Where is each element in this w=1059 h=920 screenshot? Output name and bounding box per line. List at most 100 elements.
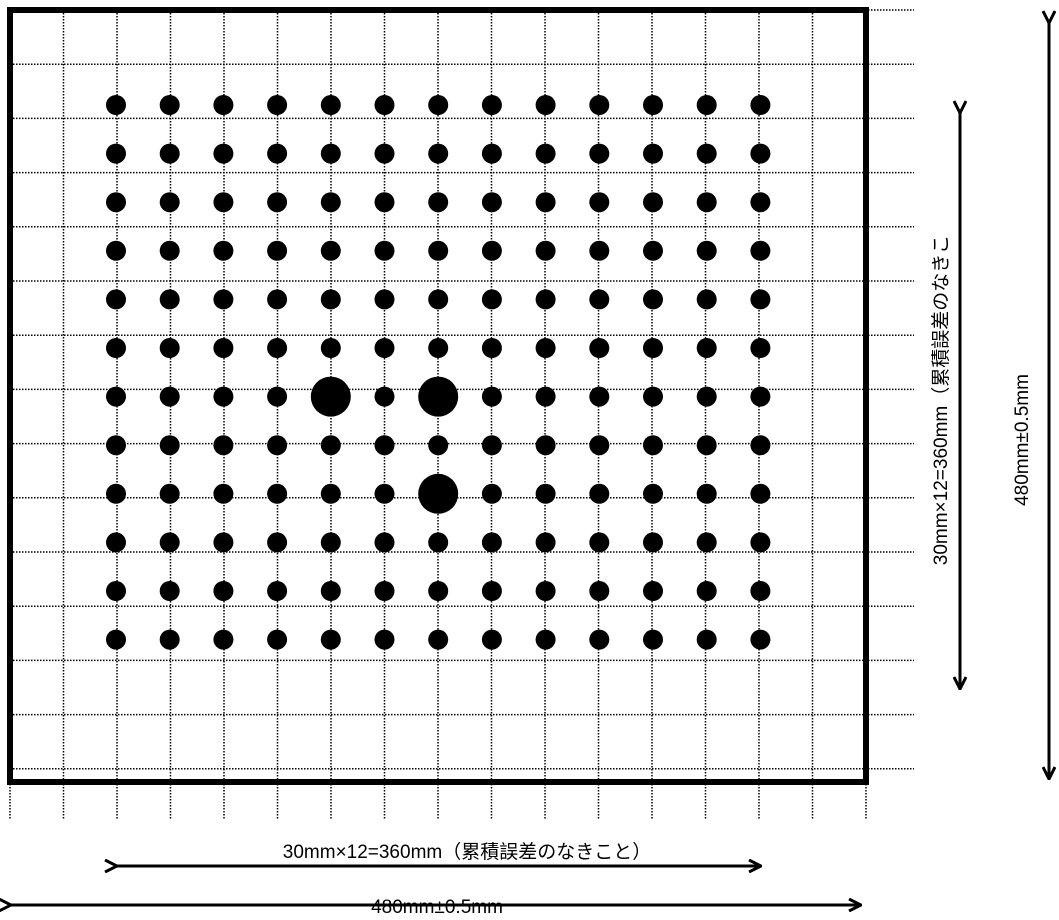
grid-dot: [750, 289, 771, 310]
grid-dot: [643, 95, 663, 115]
grid-dot: [481, 483, 502, 504]
grid-dot: [428, 143, 449, 164]
grid-dot: [159, 581, 180, 601]
grid-dot: [320, 192, 341, 213]
grid-dot: [106, 289, 126, 310]
grid-dot: [643, 240, 663, 261]
grid-dot: [481, 532, 502, 553]
grid-dot: [374, 435, 395, 456]
grid-dot: [374, 532, 395, 553]
grid-dot: [159, 289, 180, 310]
grid-dot: [159, 240, 180, 261]
large-reference-dot: [418, 473, 459, 514]
grid-dot: [106, 143, 126, 164]
grid-dot: [213, 240, 234, 261]
grid-dot: [696, 95, 717, 115]
grid-dot: [750, 532, 771, 553]
grid-dot: [535, 338, 556, 358]
grid-dot: [535, 581, 556, 601]
grid-dot: [589, 143, 610, 164]
grid-dot: [428, 581, 449, 601]
grid-dot: [481, 95, 502, 115]
grid-dot: [481, 435, 502, 456]
grid-dot: [213, 386, 234, 407]
grid-dot: [535, 386, 556, 407]
grid-dot: [159, 386, 180, 407]
grid-dot: [106, 435, 126, 456]
grid-dot: [267, 289, 288, 310]
grid-dot: [320, 435, 341, 456]
grid-dot: [106, 386, 126, 407]
grid-dot: [589, 386, 610, 407]
grid-dot: [643, 143, 663, 164]
grid-dot: [535, 435, 556, 456]
grid-dot: [643, 435, 663, 456]
grid-dot: [159, 192, 180, 213]
grid-dot: [159, 435, 180, 456]
grid-dot: [106, 192, 126, 213]
grid-dot: [643, 532, 663, 553]
grid-dot: [213, 143, 234, 164]
grid-dot: [267, 338, 288, 358]
outer-width-label: 480mm±0.5mm: [371, 897, 503, 915]
grid-dot: [589, 338, 610, 358]
grid-dot: [267, 386, 288, 407]
grid-dot: [428, 435, 449, 456]
grid-dot: [481, 629, 502, 650]
grid-dot: [643, 483, 663, 504]
grid-dot: [481, 240, 502, 261]
grid-dot: [643, 629, 663, 650]
grid-dot: [374, 386, 395, 407]
grid-dot: [213, 532, 234, 553]
grid-dot: [106, 581, 126, 601]
grid-dot: [159, 95, 180, 115]
grid-dot: [374, 192, 395, 213]
grid-dot: [159, 338, 180, 358]
grid-dot: [213, 95, 234, 115]
grid-dot: [213, 435, 234, 456]
grid-dot: [535, 532, 556, 553]
grid-dot: [374, 289, 395, 310]
grid-dot: [750, 629, 771, 650]
grid-dot: [159, 532, 180, 553]
grid-dot: [535, 143, 556, 164]
outer-frame: [7, 7, 869, 785]
inner-width-label: 30mm×12=360mm（累積誤差のなきこと）: [283, 841, 651, 863]
grid-dot: [267, 143, 288, 164]
grid-dot: [320, 483, 341, 504]
grid-dot: [159, 629, 180, 650]
grid-dot: [213, 338, 234, 358]
grid-dot: [643, 289, 663, 310]
grid-dot: [374, 338, 395, 358]
grid-dot: [643, 338, 663, 358]
grid-dot: [320, 143, 341, 164]
grid-dot: [696, 532, 717, 553]
grid-dot: [320, 338, 341, 358]
grid-dot: [696, 629, 717, 650]
grid-dot: [106, 483, 126, 504]
grid-dot: [696, 338, 717, 358]
grid-dot: [320, 240, 341, 261]
grid-dot: [589, 289, 610, 310]
grid-dot: [481, 386, 502, 407]
grid-dot: [374, 581, 395, 601]
grid-dot: [589, 95, 610, 115]
grid-dot: [750, 338, 771, 358]
grid-dot: [428, 240, 449, 261]
grid-dot: [267, 95, 288, 115]
grid-dot: [696, 483, 717, 504]
grid-dot: [213, 289, 234, 310]
grid-dot: [481, 192, 502, 213]
grid-dot: [535, 95, 556, 115]
grid-dot: [374, 95, 395, 115]
grid-dot: [481, 338, 502, 358]
grid-dot: [481, 143, 502, 164]
grid-dot: [696, 386, 717, 407]
dot-pattern: [106, 95, 771, 650]
grid-dot: [320, 629, 341, 650]
grid-dot: [750, 95, 771, 115]
grid-dot: [159, 143, 180, 164]
grid-dot: [267, 240, 288, 261]
grid-dot: [106, 240, 126, 261]
